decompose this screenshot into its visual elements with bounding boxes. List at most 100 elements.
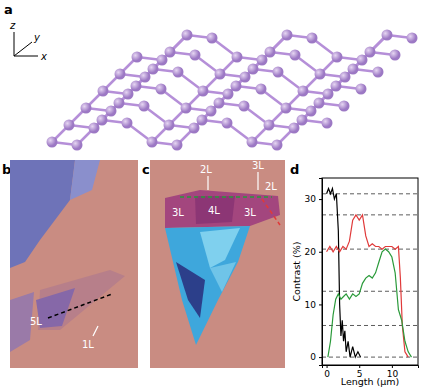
atom bbox=[231, 81, 242, 92]
atom bbox=[206, 106, 217, 117]
layer-label: 1L bbox=[82, 339, 94, 350]
atom bbox=[307, 33, 318, 44]
flake bbox=[195, 196, 235, 224]
tick-label: 20 bbox=[305, 247, 317, 257]
atom bbox=[207, 33, 218, 44]
flake bbox=[210, 262, 236, 292]
atom bbox=[315, 69, 326, 80]
tick: 0 bbox=[324, 365, 330, 379]
atom bbox=[147, 137, 158, 148]
atom bbox=[382, 30, 393, 41]
linecut bbox=[180, 196, 272, 198]
figure: axyzb5L1Lc2L3L2L3L4L3Ld05100102030Length… bbox=[0, 0, 424, 390]
atom bbox=[190, 50, 201, 61]
panel-label: d bbox=[290, 162, 299, 177]
layer-label: 3L bbox=[252, 160, 264, 171]
atom bbox=[373, 67, 384, 78]
tick: 10 bbox=[305, 300, 322, 310]
atom bbox=[348, 64, 359, 75]
atom bbox=[240, 72, 251, 83]
atom bbox=[81, 103, 92, 114]
atom bbox=[232, 52, 243, 63]
atom bbox=[331, 81, 342, 92]
tick-label: 0 bbox=[310, 352, 316, 362]
atom bbox=[298, 86, 309, 97]
atom bbox=[340, 72, 351, 83]
atom bbox=[197, 115, 208, 126]
atom bbox=[98, 86, 109, 97]
pointer bbox=[257, 172, 258, 190]
axes-icon: xy z bbox=[9, 20, 47, 62]
micrograph: 2L3L2L3L4L3L bbox=[150, 160, 285, 368]
tick-mark bbox=[319, 199, 322, 200]
atom bbox=[157, 55, 168, 66]
atom bbox=[214, 98, 225, 109]
flake bbox=[165, 226, 250, 345]
tick-mark bbox=[327, 365, 328, 368]
flake bbox=[10, 160, 75, 268]
atom bbox=[306, 106, 317, 117]
pointer bbox=[93, 326, 98, 336]
atom bbox=[247, 137, 258, 148]
atom bbox=[297, 115, 308, 126]
atom bbox=[339, 101, 350, 112]
atom bbox=[114, 98, 125, 109]
crystal-structure bbox=[47, 30, 418, 151]
axis-arrow bbox=[14, 42, 32, 56]
tick-mark bbox=[359, 365, 360, 368]
layer-label: 2L bbox=[265, 181, 277, 192]
tick-label: 30 bbox=[305, 194, 317, 204]
atom bbox=[106, 106, 117, 117]
flake bbox=[165, 190, 280, 228]
atom bbox=[257, 55, 268, 66]
atom bbox=[198, 86, 209, 97]
linecut bbox=[48, 294, 112, 318]
image-background bbox=[150, 160, 285, 368]
atom bbox=[173, 67, 184, 78]
atom bbox=[164, 120, 175, 131]
atom bbox=[64, 120, 75, 131]
atom bbox=[273, 67, 284, 78]
tick-mark bbox=[319, 252, 322, 253]
linecut bbox=[262, 199, 280, 225]
reference-line bbox=[322, 357, 418, 358]
layer-label: 3L bbox=[172, 207, 184, 218]
atom bbox=[156, 84, 167, 95]
atom bbox=[356, 84, 367, 95]
atom bbox=[148, 64, 159, 75]
y-axis: 0 10 20 30 bbox=[305, 179, 323, 366]
atom bbox=[139, 101, 150, 112]
panel-label: a bbox=[4, 2, 13, 17]
atom bbox=[172, 140, 183, 151]
reference-line bbox=[322, 325, 418, 326]
atom bbox=[314, 98, 325, 109]
atom bbox=[182, 30, 193, 41]
tick-mark bbox=[319, 357, 322, 358]
axis-name: z bbox=[9, 20, 16, 31]
axis-name: x bbox=[40, 51, 47, 62]
tick: 30 bbox=[305, 194, 322, 204]
tick-mark bbox=[319, 304, 322, 305]
reference-line bbox=[322, 249, 418, 250]
axis-name: y bbox=[33, 32, 41, 43]
atom bbox=[365, 47, 376, 58]
atom bbox=[131, 81, 142, 92]
layer-label: 3L bbox=[244, 207, 256, 218]
panel-label: b bbox=[2, 162, 11, 177]
axis-arrow bbox=[14, 32, 15, 56]
reference-line bbox=[322, 291, 418, 292]
atom bbox=[72, 140, 83, 151]
atom bbox=[264, 120, 275, 131]
atom bbox=[281, 103, 292, 114]
atom bbox=[122, 118, 133, 129]
atom bbox=[97, 115, 108, 126]
atom bbox=[223, 89, 234, 100]
atom bbox=[282, 30, 293, 41]
micrograph: 5L1L bbox=[10, 160, 138, 368]
tick-label: 10 bbox=[305, 300, 317, 310]
atom bbox=[132, 52, 143, 63]
reference-line bbox=[322, 214, 418, 215]
atom bbox=[322, 118, 333, 129]
tick: 0 bbox=[310, 352, 322, 362]
atom bbox=[265, 47, 276, 58]
